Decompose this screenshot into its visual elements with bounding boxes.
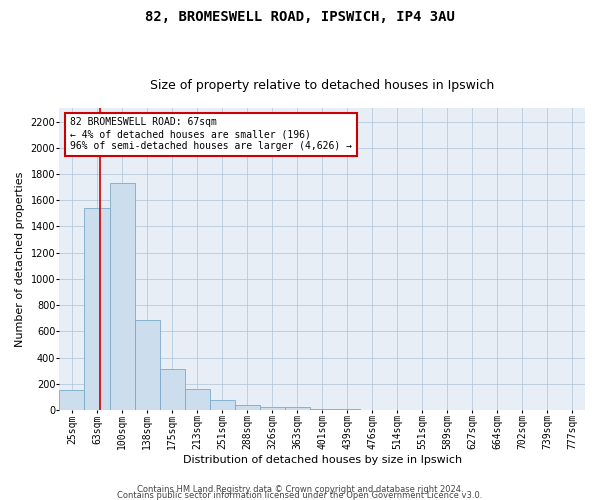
Bar (235, 405, 260, 410)
Text: Contains HM Land Registry data © Crown copyright and database right 2024.: Contains HM Land Registry data © Crown c… (137, 484, 463, 494)
Bar (260, 406, 284, 410)
Bar (59, 390, 85, 410)
Title: Size of property relative to detached houses in Ipswich: Size of property relative to detached ho… (150, 79, 494, 92)
Text: 82, BROMESWELL ROAD, IPSWICH, IP4 3AU: 82, BROMESWELL ROAD, IPSWICH, IP4 3AU (145, 10, 455, 24)
Bar (185, 389, 209, 410)
Text: Contains public sector information licensed under the Open Government Licence v3: Contains public sector information licen… (118, 490, 482, 500)
Bar (160, 368, 185, 410)
Bar (134, 320, 160, 410)
Bar (85, 208, 110, 410)
Bar (209, 400, 235, 410)
Bar (310, 408, 335, 410)
Bar (284, 408, 310, 410)
X-axis label: Distribution of detached houses by size in Ipswich: Distribution of detached houses by size … (182, 455, 462, 465)
Y-axis label: Number of detached properties: Number of detached properties (15, 172, 25, 347)
Bar (110, 183, 134, 410)
Text: 82 BROMESWELL ROAD: 67sqm
← 4% of detached houses are smaller (196)
96% of semi-: 82 BROMESWELL ROAD: 67sqm ← 4% of detach… (70, 118, 352, 150)
